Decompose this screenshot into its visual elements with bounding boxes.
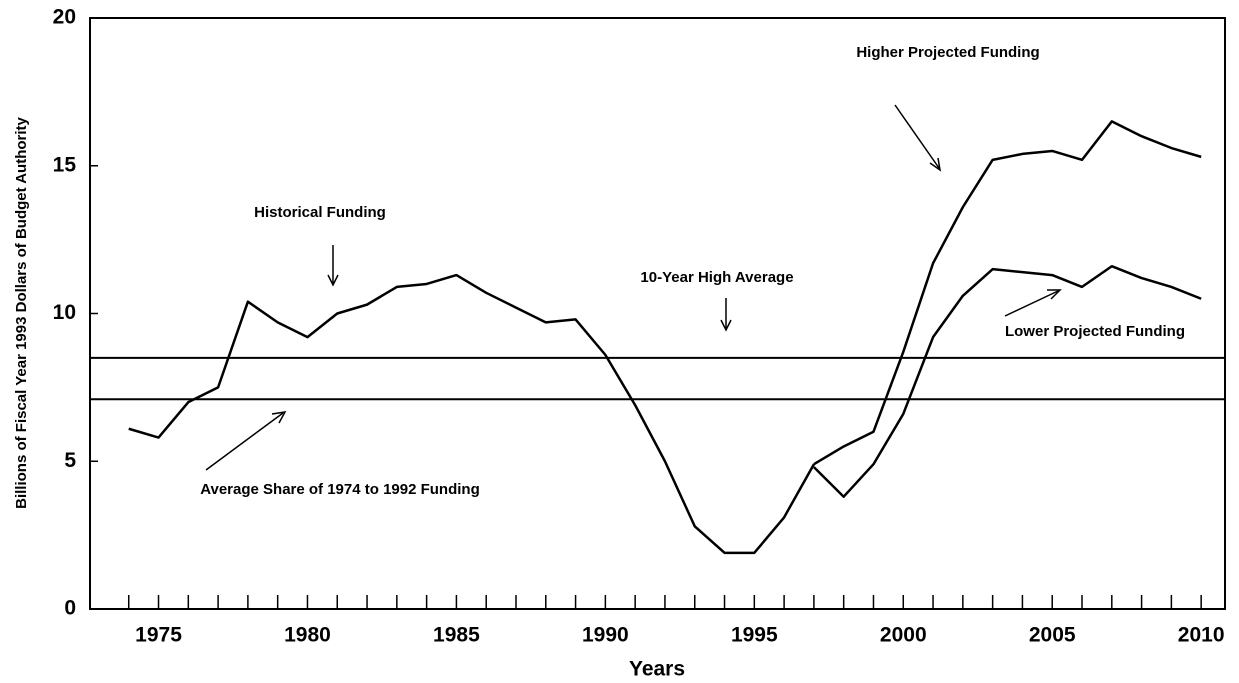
annotation: Higher Projected Funding (856, 44, 1039, 61)
x-tick-label: 2000 (880, 624, 927, 647)
y-tick-label: 20 (53, 6, 76, 29)
arrow-head (327, 274, 339, 287)
x-tick-label: 2005 (1029, 624, 1076, 647)
annotation: Average Share of 1974 to 1992 Funding (200, 481, 480, 498)
arrow (894, 104, 940, 169)
x-tick-label: 2010 (1178, 624, 1225, 647)
arrow-head (720, 319, 732, 332)
arrow-head (1047, 289, 1062, 300)
x-tick-label: 1995 (731, 624, 778, 647)
x-tick-label: 1980 (284, 624, 331, 647)
series-line (813, 264, 1202, 498)
arrow (205, 412, 284, 471)
arrow (1004, 290, 1059, 317)
series-line (128, 273, 815, 555)
series-line (813, 120, 1202, 466)
y-axis-label: Billions of Fiscal Year 1993 Dollars of … (13, 116, 30, 508)
arrows (205, 104, 1062, 471)
annotation: Lower Projected Funding (1005, 323, 1185, 340)
arrow-head (271, 411, 287, 424)
annotation: Historical Funding (254, 204, 386, 221)
x-tick-label: 1990 (582, 624, 629, 647)
arrow-head (929, 157, 942, 172)
x-tick-label: 1975 (135, 624, 182, 647)
x-tick-label: 1985 (433, 624, 480, 647)
annotation: 10-Year High Average (640, 269, 793, 286)
y-tick-label: 5 (64, 449, 76, 472)
y-tick-label: 0 (64, 597, 76, 620)
x-axis-label: Years (629, 658, 685, 681)
plot-frame (89, 17, 1226, 610)
y-tick-label: 15 (53, 153, 77, 176)
y-tick-label: 10 (53, 301, 76, 324)
